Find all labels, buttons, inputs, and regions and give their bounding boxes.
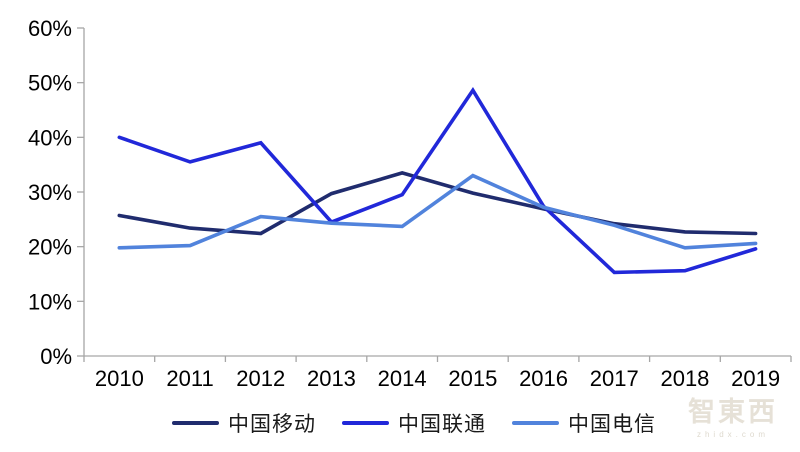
legend-item-china-mobile: 中国移动	[172, 408, 316, 438]
y-tick-label: 0%	[40, 344, 72, 369]
legend-swatch-china-unicom	[342, 421, 389, 425]
x-tick-label: 2019	[731, 366, 780, 391]
y-tick-label: 60%	[28, 16, 72, 41]
legend-label-china-telecom: 中国电信	[568, 412, 656, 436]
x-tick-label: 2018	[660, 366, 709, 391]
legend-swatch-china-telecom	[512, 421, 559, 425]
legend-label-china-unicom: 中国联通	[398, 412, 486, 436]
x-tick-label: 2011	[166, 366, 213, 391]
series-line-中国联通	[117, 86, 758, 275]
x-tick-label: 2012	[236, 366, 285, 391]
legend-label-china-mobile: 中国移动	[228, 412, 316, 436]
y-tick-label: 30%	[28, 180, 72, 205]
series-line-中国电信	[117, 173, 758, 250]
legend-item-china-telecom: 中国电信	[512, 408, 656, 438]
x-tick-label: 2010	[95, 366, 144, 391]
chart-legend: 中国移动 中国联通 中国电信	[14, 408, 800, 438]
legend-item-china-unicom: 中国联通	[342, 408, 486, 438]
y-tick-label: 10%	[28, 289, 72, 314]
x-tick-label: 2013	[307, 366, 356, 391]
legend-swatch-china-mobile	[172, 421, 219, 425]
x-tick-label: 2017	[590, 366, 639, 391]
x-tick-label: 2014	[378, 366, 427, 391]
x-tick-label: 2015	[448, 366, 497, 391]
y-tick-label: 20%	[28, 235, 72, 260]
y-tick-label: 40%	[28, 125, 72, 150]
y-tick-label: 50%	[28, 71, 72, 96]
x-tick-label: 2016	[519, 366, 568, 391]
